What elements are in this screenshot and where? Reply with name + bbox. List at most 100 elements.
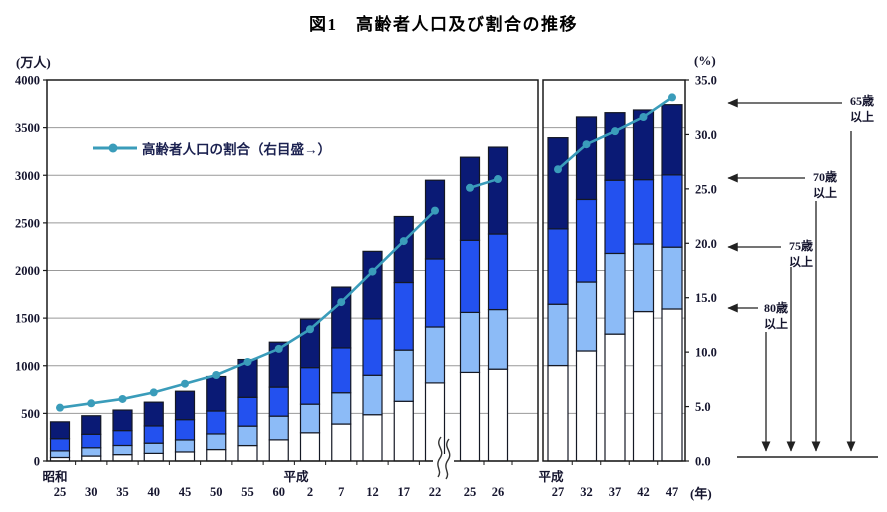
bar-segment-75-79 [393,349,414,402]
ratio-point [611,127,619,136]
bar-segment-80plus [174,451,196,462]
ratio-point [668,93,676,102]
x-tick-label: 27 [552,485,565,499]
x-tick-label: 55 [241,485,254,499]
bar-segment-75-79 [174,439,196,453]
bar-segment-65-69 [362,250,383,320]
ratio-point [181,379,189,388]
bar-segment-70-74 [143,425,164,444]
bar-segment-65-69 [331,286,352,349]
x-tick-label: 32 [580,485,593,499]
y-tick-label: 4000 [15,74,40,88]
bar-segment-80plus [632,310,655,462]
bar-segment-75-79 [112,444,133,456]
ratio-point [306,325,314,334]
bar-segment-75-79 [49,450,71,459]
ratio-point [149,388,158,397]
bar-segment-75-79 [424,326,446,384]
era-label: 平成 [538,469,564,484]
y2-tick-label: 5.0 [695,400,711,414]
bar-segment-80plus [424,382,446,462]
ratio-point [466,183,474,192]
bar-segment-65-69 [487,146,509,235]
x-tick-label: 50 [210,485,223,499]
y-tick-label: 1000 [15,359,40,373]
age-annotation-label: 75歳 以上 [788,239,813,269]
y2-tick-label: 25.0 [695,182,717,196]
ratio-line [469,177,499,190]
ratio-point [87,399,96,408]
era-label: 昭和 [42,469,67,484]
bar-segment-80plus [206,448,227,462]
x-tick-label: 37 [609,485,622,499]
ratio-point [243,357,252,366]
y2-tick-label: 10.0 [695,346,717,360]
bar-segment-75-79 [604,252,626,335]
x-tick-label: 25 [464,485,477,499]
y2-tick-label: 30.0 [695,128,717,142]
y2-tick-label: 35.0 [695,74,717,88]
x-tick-label: 22 [429,485,442,499]
bar-segment-70-74 [604,179,626,255]
bar-segment-65-69 [143,401,164,427]
bar-segment-70-74 [575,198,598,283]
ratio-point [56,403,64,412]
ratio-point [274,344,283,353]
bar-segment-75-79 [547,303,569,367]
ratio-point [554,165,562,174]
ratio-point [337,298,346,307]
axis-break-mask [433,454,454,467]
bar-segment-70-74 [237,396,258,427]
bar-segment-70-74 [632,179,655,245]
x-tick-label: 17 [398,485,411,499]
bar-segment-65-69 [49,421,71,440]
y-tick-label: 500 [21,407,40,421]
ratio-point [399,237,408,246]
ratio-point [582,140,591,149]
y-tick-label: 2000 [15,264,40,278]
bar-segment-80plus [268,439,289,462]
bar-segment-65-69 [604,112,626,181]
x-tick-label: 7 [338,485,344,499]
era-label: 平成 [283,469,309,484]
axis-break-squiggle [437,436,443,478]
bar-segment-70-74 [362,318,383,376]
right-axis-unit-label: (%) [694,53,716,68]
bar-segment-80plus [661,308,683,462]
bar-segment-80plus [459,371,481,462]
x-tick-label: 30 [85,485,98,499]
bar-segment-70-74 [331,347,352,394]
y2-tick-label: 0.0 [695,455,711,469]
bar-segment-70-74 [547,228,569,305]
bar-segment-70-74 [487,233,509,311]
year-axis-unit-label: (年) [690,486,712,501]
bar-segment-65-69 [661,104,683,176]
y-tick-label: 2500 [15,216,40,230]
chart-title: 図1 高齢者人口及び割合の推移 [309,15,578,34]
bar-segment-75-79 [206,433,227,451]
bar-segment-65-69 [81,415,102,435]
bar-segment-80plus [604,333,626,462]
bar-segment-70-74 [424,258,446,328]
bar-segment-75-79 [632,243,655,313]
ratio-point [639,113,648,122]
bar-segment-65-69 [112,409,133,432]
bar-segment-65-69 [206,375,227,412]
ratio-legend-label: 高齢者人口の割合（右目盛→） [142,142,331,157]
y-tick-label: 3000 [15,169,40,183]
bar-segment-75-79 [459,311,481,374]
bar-segment-70-74 [81,433,102,449]
panel-border [542,79,686,462]
bar-segment-70-74 [112,430,133,447]
bar-segment-70-74 [206,410,227,435]
x-tick-label: 35 [116,485,129,499]
bar-segment-80plus [575,350,598,462]
axis-break-squiggle [445,438,451,480]
bar-segment-70-74 [459,239,481,314]
ratio-point [431,206,439,215]
bar-segment-75-79 [143,442,164,454]
ratio-point [118,394,127,403]
y-tick-label: 3500 [15,121,40,135]
bar-segment-70-74 [268,386,289,417]
